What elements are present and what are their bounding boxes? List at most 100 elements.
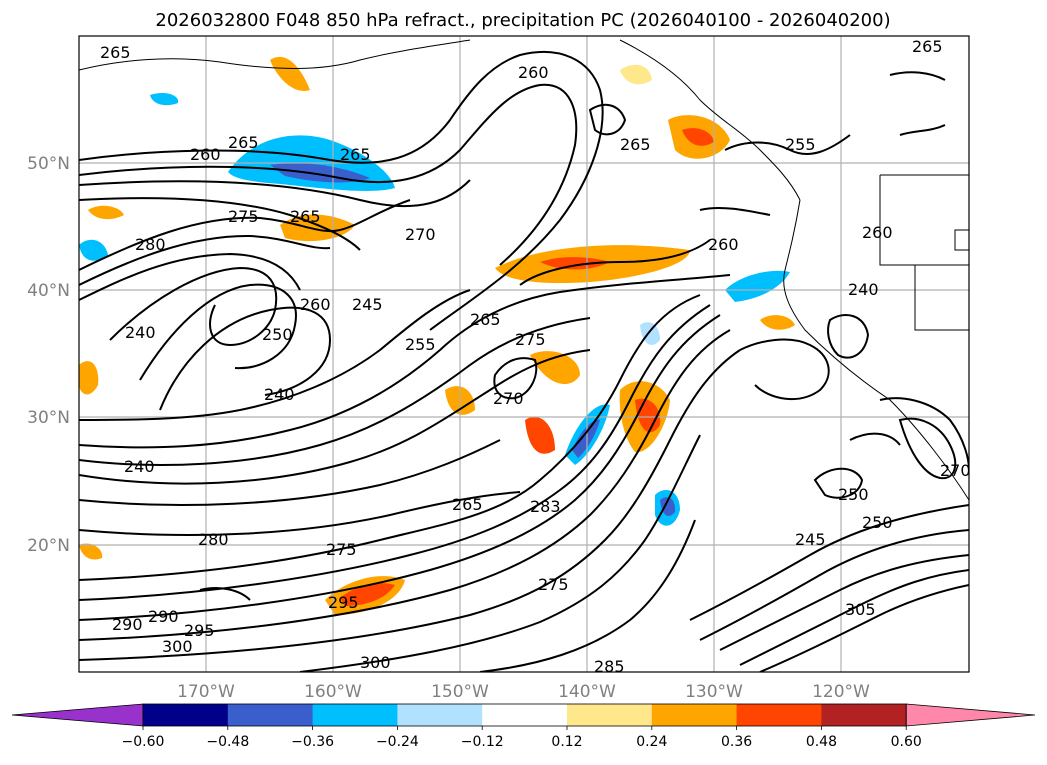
colorbar-segment bbox=[227, 704, 314, 726]
contour-label: 295 bbox=[184, 621, 215, 640]
coastline bbox=[79, 39, 969, 501]
lat-label: 40°N bbox=[27, 281, 70, 301]
precip-negative-patch bbox=[640, 322, 660, 345]
precip-positive-patch bbox=[79, 361, 99, 395]
precip-positive-patch bbox=[760, 315, 795, 330]
precip-positive-patch bbox=[682, 128, 714, 146]
graticule bbox=[79, 36, 969, 672]
contour-label: 245 bbox=[795, 530, 826, 549]
contour-label: 280 bbox=[198, 530, 229, 549]
colorbar-tick-label: 0.24 bbox=[636, 734, 667, 750]
precip-positive-patch bbox=[620, 64, 652, 85]
precip-positive-patch bbox=[79, 543, 103, 560]
colorbar-extend-high bbox=[905, 703, 1036, 727]
contour-label: 290 bbox=[112, 615, 143, 634]
contour-label: 240 bbox=[125, 323, 156, 342]
contour-label: 255 bbox=[785, 135, 816, 154]
colorbar-tick-label: −0.36 bbox=[291, 734, 334, 750]
colorbar-segment bbox=[567, 704, 653, 726]
lat-label: 30°N bbox=[27, 408, 70, 428]
colorbar-extend-low bbox=[11, 703, 144, 727]
contour-label: 240 bbox=[124, 457, 155, 476]
precip-negative-patch bbox=[150, 92, 179, 106]
contour-label: 245 bbox=[352, 295, 383, 314]
contour-label: 300 bbox=[360, 653, 391, 672]
colorbar-tick-label: 0.48 bbox=[806, 734, 837, 750]
contour-label: 300 bbox=[162, 637, 193, 656]
colorbar-segment bbox=[312, 704, 398, 726]
contour-label: 265 bbox=[290, 207, 321, 226]
contour-label: 270 bbox=[405, 225, 436, 244]
colorbar-segment bbox=[736, 704, 822, 726]
contour-label: 260 bbox=[518, 63, 549, 82]
longitude-labels: 170°W 160°W 150°W 140°W 130°W 120°W bbox=[177, 682, 870, 702]
contour-label: 255 bbox=[405, 335, 436, 354]
contour-label: 295 bbox=[328, 593, 359, 612]
contour-label: 285 bbox=[594, 657, 625, 676]
colorbar: −0.60 −0.48 −0.36 −0.24 −0.12 0.12 0.24 0.36 0.4… bbox=[11, 703, 1036, 750]
lat-label: 20°N bbox=[27, 536, 70, 556]
contour-label: 275 bbox=[228, 207, 259, 226]
precip-positive-patch bbox=[270, 56, 310, 91]
refractivity-contours bbox=[79, 50, 969, 672]
precip-positive-patch bbox=[525, 416, 555, 454]
contour-label: 270 bbox=[940, 461, 971, 480]
contour-labels: 265 260 265 260 265 265 255 265 275 265 … bbox=[100, 37, 971, 676]
colorbar-tick-label: −0.12 bbox=[461, 734, 504, 750]
contour-label: 250 bbox=[262, 325, 293, 344]
precip-negative-patch bbox=[660, 497, 676, 516]
contour-label: 275 bbox=[326, 540, 357, 559]
colorbar-outline bbox=[142, 703, 907, 727]
precip-positive-patch bbox=[530, 351, 580, 385]
contour-label: 260 bbox=[708, 235, 739, 254]
contour-label: 250 bbox=[862, 513, 893, 532]
map-border bbox=[78, 35, 970, 673]
lon-label: 150°W bbox=[431, 682, 489, 702]
lon-label: 170°W bbox=[177, 682, 235, 702]
contour-label: 265 bbox=[620, 135, 651, 154]
latitude-labels: 50°N 40°N 30°N 20°N bbox=[27, 154, 70, 556]
contour-label: 265 bbox=[100, 43, 131, 62]
contour-label: 265 bbox=[470, 310, 501, 329]
map-area: 265 260 265 260 265 265 255 265 275 265 … bbox=[79, 36, 971, 676]
contour-label: 265 bbox=[340, 145, 371, 164]
colorbar-segment bbox=[143, 704, 229, 726]
contour-label: 260 bbox=[190, 145, 221, 164]
contour-label: 260 bbox=[300, 295, 331, 314]
lon-label: 160°W bbox=[304, 682, 362, 702]
colorbar-tick-label: −0.48 bbox=[206, 734, 249, 750]
colorbar-segment bbox=[821, 704, 907, 726]
precip-positive-patch bbox=[340, 583, 395, 606]
contour-label: 265 bbox=[912, 37, 943, 56]
lon-label: 130°W bbox=[685, 682, 743, 702]
colorbar-tick-label: −0.60 bbox=[122, 734, 165, 750]
precip-positive-patch bbox=[88, 205, 124, 220]
contour-label: 265 bbox=[452, 495, 483, 514]
precip-negative-patch bbox=[270, 163, 370, 183]
contour-label: 275 bbox=[538, 575, 569, 594]
colorbar-tick-label: 0.36 bbox=[721, 734, 752, 750]
contour-label: 250 bbox=[838, 485, 869, 504]
lat-label: 50°N bbox=[27, 154, 70, 174]
contour-label: 280 bbox=[135, 235, 166, 254]
contour-label: 290 bbox=[148, 607, 179, 626]
colorbar-segment bbox=[651, 704, 738, 726]
contour-label: 283 bbox=[530, 497, 561, 516]
precip-negative-patch bbox=[572, 419, 600, 458]
colorbar-segment bbox=[482, 704, 568, 726]
precip-positive-patch bbox=[540, 257, 610, 270]
figure-title: 2026032800 F048 850 hPa refract., precip… bbox=[155, 10, 890, 31]
precip-negative-patch bbox=[725, 270, 790, 302]
contour-label: 305 bbox=[845, 600, 876, 619]
contour-label: 270 bbox=[493, 389, 524, 408]
colorbar-tick-label: 0.12 bbox=[551, 734, 582, 750]
colorbar-tick-label: 0.60 bbox=[891, 734, 922, 750]
precip-negative-patch bbox=[79, 239, 108, 261]
lon-label: 140°W bbox=[558, 682, 616, 702]
lon-label: 120°W bbox=[812, 682, 870, 702]
contour-label: 240 bbox=[848, 280, 879, 299]
colorbar-segment bbox=[397, 704, 483, 726]
colorbar-tick-label: −0.24 bbox=[376, 734, 419, 750]
contour-label: 265 bbox=[228, 133, 259, 152]
